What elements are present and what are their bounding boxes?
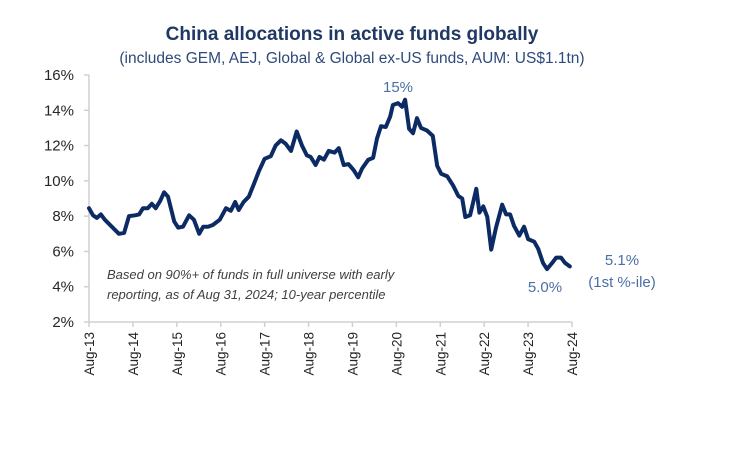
y-axis: 2% 4% 6% 8% 10% 12% 14% 16% xyxy=(44,67,90,331)
y-tick-label: 14% xyxy=(44,102,74,119)
annotation-latest-percentile: (1st %-ile) xyxy=(588,274,656,291)
x-tick-label: Aug-21 xyxy=(433,332,448,376)
x-tick-label: Aug-16 xyxy=(214,332,229,376)
x-tick-label: Aug-14 xyxy=(126,332,141,376)
y-tick-label: 4% xyxy=(52,279,74,296)
chart-title: China allocations in active funds global… xyxy=(166,24,539,45)
series-layer xyxy=(87,97,572,272)
footnote-line-1: Based on 90%+ of funds in full universe … xyxy=(107,267,396,282)
annotation-latest-value: 5.1% xyxy=(605,252,639,269)
x-tick-label: Aug-18 xyxy=(302,332,317,376)
y-tick-label: 6% xyxy=(52,243,74,260)
y-tick-label: 2% xyxy=(52,314,74,331)
x-tick-label: Aug-17 xyxy=(258,332,273,376)
x-tick-label: Aug-13 xyxy=(82,332,97,376)
x-tick-label: Aug-15 xyxy=(170,332,185,376)
x-tick-label: Aug-23 xyxy=(521,332,536,376)
y-tick-label: 10% xyxy=(44,173,74,190)
annotation-low: 5.0% xyxy=(528,279,562,296)
annotation-peak: 15% xyxy=(383,79,413,96)
x-tick-label: Aug-24 xyxy=(565,332,580,376)
x-tick-label: Aug-20 xyxy=(389,332,404,376)
y-tick-label: 12% xyxy=(44,138,74,155)
x-tick-label: Aug-22 xyxy=(477,332,492,376)
x-tick-label: Aug-19 xyxy=(345,332,360,376)
footnote-line-2: reporting, as of Aug 31, 2024; 10-year p… xyxy=(107,287,385,302)
y-tick-label: 8% xyxy=(52,208,74,225)
y-tick-label: 16% xyxy=(44,67,74,84)
x-axis: Aug-13 Aug-14 Aug-15 Aug-16 Aug-17 Aug-18 Aug-… xyxy=(82,321,580,376)
series-line xyxy=(87,97,572,272)
chart-subtitle: (includes GEM, AEJ, Global & Global ex-U… xyxy=(119,50,584,67)
